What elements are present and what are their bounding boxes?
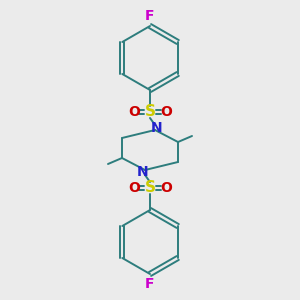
Text: O: O <box>128 105 140 119</box>
Text: F: F <box>145 9 155 23</box>
Text: O: O <box>160 181 172 195</box>
Text: S: S <box>145 104 155 119</box>
Text: F: F <box>145 277 155 291</box>
Text: N: N <box>137 165 149 179</box>
Text: S: S <box>145 181 155 196</box>
Text: O: O <box>128 181 140 195</box>
Text: N: N <box>151 121 163 135</box>
Text: O: O <box>160 105 172 119</box>
